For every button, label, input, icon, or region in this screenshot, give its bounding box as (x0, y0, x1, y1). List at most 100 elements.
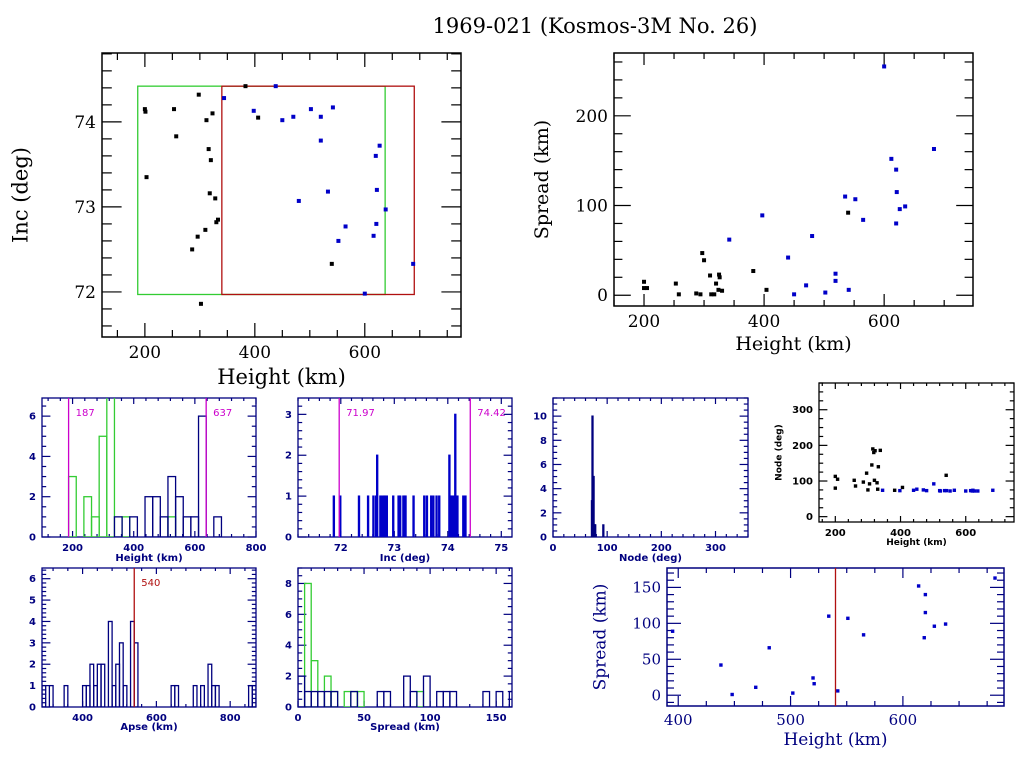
x-tick-label: 72 (334, 543, 348, 554)
histogram-bar (330, 690, 339, 707)
data-point (861, 633, 866, 637)
x-axis-label: Spread (km) (370, 722, 440, 733)
data-point (892, 488, 897, 492)
data-point (673, 281, 678, 286)
histogram-bar (323, 690, 332, 707)
data-point (811, 676, 815, 680)
data-point (670, 629, 675, 633)
marker-label: 74.42 (477, 408, 506, 419)
y-tick-label: 6 (540, 460, 547, 471)
histogram-bar (482, 690, 491, 707)
histogram-bar (383, 690, 392, 707)
data-point (876, 465, 881, 469)
data-point (900, 485, 905, 490)
y-tick-label: 1 (29, 681, 36, 692)
x-tick-label: 200 (129, 343, 161, 363)
data-point (871, 447, 875, 451)
x-tick-label: 50 (357, 713, 371, 724)
data-point (812, 682, 816, 686)
data-point (846, 210, 851, 215)
data-point (833, 271, 838, 276)
data-point (875, 481, 879, 485)
y-tick-label: 74 (74, 113, 96, 133)
histogram-bar (602, 524, 605, 537)
data-point (702, 258, 707, 263)
x-tick-label: 200 (628, 312, 660, 332)
data-point (894, 221, 899, 226)
data-point (823, 290, 828, 295)
histogram-bar (214, 684, 220, 707)
data-point (861, 217, 866, 222)
histogram-bar (425, 495, 429, 537)
data-point (213, 196, 218, 201)
data-point (938, 489, 943, 493)
histogram-bar (317, 690, 326, 707)
y-tick-label: 4 (285, 641, 292, 652)
histogram-bar (90, 516, 100, 537)
x-tick-label: 0 (295, 713, 302, 724)
marker-label: 637 (213, 408, 232, 419)
histogram-bar (98, 435, 108, 537)
data-point (952, 488, 957, 492)
y-tick-label: 100 (792, 477, 813, 488)
spread-vs-height-frame (613, 52, 974, 307)
histogram-bar (152, 496, 161, 537)
histogram-bar (192, 684, 198, 707)
inc-vs-height-frame (101, 52, 462, 338)
histogram-bar (63, 684, 69, 707)
node-histogram-frame (552, 397, 749, 538)
data-point (676, 292, 681, 297)
data-point (944, 488, 949, 493)
data-point (195, 234, 200, 239)
data-point (923, 610, 928, 615)
histogram-bar (251, 684, 256, 707)
data-point (144, 175, 149, 180)
histogram-bar (200, 684, 205, 707)
data-point (373, 153, 378, 158)
x-tick-label: 400 (239, 343, 271, 363)
x-tick-label: 74 (441, 543, 455, 554)
histogram-bar (167, 516, 177, 537)
figure-title: 1969-021 (Kosmos-3M No. 26) (432, 14, 758, 38)
y-tick-label: 100 (576, 196, 608, 216)
y-tick-label: 200 (792, 441, 813, 452)
histogram-bar (462, 495, 465, 537)
data-point (754, 685, 758, 690)
apse-histogram-chart: 400 600 800 0 1 2 3 4 5 6 Apse (km) 540 (29, 567, 257, 733)
data-point (374, 221, 379, 226)
data-point (875, 487, 880, 491)
histogram-bar (430, 495, 433, 537)
data-point (827, 614, 831, 618)
histogram-bar (159, 516, 169, 537)
histogram-bar (385, 495, 388, 537)
data-point (767, 646, 771, 650)
histogram-bar (372, 495, 375, 537)
height-histogram-chart: 200 400 600 800 0 2 4 6 Height (km) 187 637 (29, 397, 266, 564)
data-point (206, 147, 211, 152)
data-point (911, 488, 916, 492)
data-point (329, 261, 334, 266)
data-point (709, 292, 714, 297)
data-point (374, 187, 379, 192)
data-point (694, 291, 699, 296)
data-point (867, 482, 872, 486)
histogram-bar (456, 495, 459, 537)
histogram-bar (450, 495, 453, 537)
x-tick-label: 300 (705, 543, 726, 554)
node-histogram-chart: 0 100 200 300 0 2 4 6 8 10 Node (deg) (533, 397, 749, 564)
data-point (923, 592, 928, 597)
data-point (976, 489, 980, 493)
data-point (948, 489, 952, 493)
spread-vs-height-chart: 200 400 600 0 100 200 Height (km) Spread (km) (531, 52, 974, 355)
data-point (882, 64, 887, 69)
histogram-bar (118, 642, 124, 707)
data-point (764, 287, 769, 292)
histogram-bar (436, 690, 444, 707)
histogram-bar (356, 690, 365, 707)
x-tick-label: 100 (420, 713, 441, 724)
data-point (216, 217, 221, 222)
data-point (720, 288, 725, 293)
data-point (835, 477, 840, 481)
data-point (203, 227, 208, 232)
x-axis-label: Height (km) (783, 730, 887, 750)
